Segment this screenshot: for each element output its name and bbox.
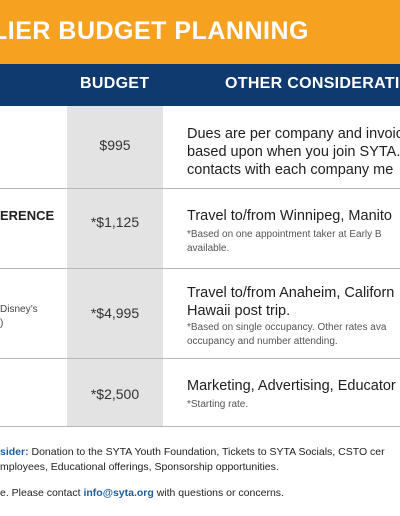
footer-highlight: sider: (0, 446, 29, 458)
row-1-line-3: contacts with each company me (187, 162, 394, 178)
row-divider (0, 426, 400, 427)
price-dues: $995 (99, 137, 131, 153)
row-2-line-1: Travel to/from Winnipeg, Manito (187, 208, 392, 224)
footer-line-1-text: Donation to the SYTA Youth Foundation, T… (28, 446, 385, 458)
row-3-line-1: Travel to/from Anaheim, Californ (187, 285, 395, 301)
row-3-note-1: *Based on single occupancy. Other rates … (187, 322, 387, 333)
row-2-label: ERENCE (0, 208, 55, 223)
row-4-note-1: *Starting rate. (187, 399, 249, 410)
price-disney: *$4,995 (90, 305, 140, 321)
footer-line-2: mployees, Educational offerings, Sponsor… (0, 461, 279, 473)
price-marketing: *$2,500 (90, 386, 140, 402)
table-header (0, 64, 400, 106)
row-divider (0, 188, 400, 189)
budget-column (67, 106, 163, 426)
footer-line-3: e. Please contact info@syta.org with que… (0, 487, 284, 499)
budget-column-header: BUDGET (80, 75, 150, 92)
row-1-line-2: based upon when you join SYTA. (187, 144, 400, 160)
contact-email-link[interactable]: info@syta.org (83, 487, 154, 499)
row-4-line-1: Marketing, Advertising, Educator (187, 378, 396, 394)
row-2-note-2: available. (187, 243, 230, 254)
footer-contact-text: e. Please contact (0, 487, 84, 499)
row-1-line-1: Dues are per company and invoic (187, 126, 400, 142)
row-divider (0, 268, 400, 269)
row-3-label-2: ) (0, 318, 4, 329)
title-banner: LIER BUDGET PLANNING (0, 0, 400, 64)
row-divider (0, 358, 400, 359)
row-3-note-2: occupancy and number attending. (187, 336, 338, 347)
page-title: LIER BUDGET PLANNING (0, 17, 309, 45)
footer-line-1: sider: Donation to the SYTA Youth Founda… (0, 446, 385, 458)
row-3-line-2: Hawaii post trip. (187, 303, 291, 319)
price-conference: *$1,125 (90, 214, 140, 230)
footer-contact-end: with questions or concerns. (153, 487, 284, 499)
row-3-label-1: Disney’s (0, 304, 38, 315)
row-2-note-1: *Based on one appointment taker at Early… (187, 229, 382, 240)
considerations-column-header: OTHER CONSIDERATIO (225, 75, 400, 92)
